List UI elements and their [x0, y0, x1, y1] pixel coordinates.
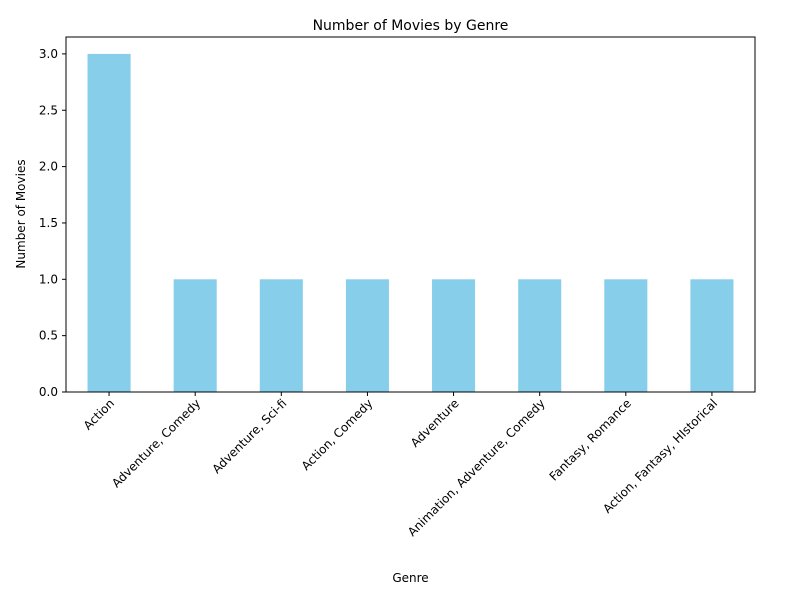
- bar: [432, 279, 476, 392]
- y-tick-label: 0.0: [39, 385, 58, 399]
- bar: [87, 53, 131, 393]
- y-tick-label: 2.5: [39, 103, 58, 117]
- chart-title: Number of Movies by Genre: [313, 18, 509, 34]
- bar: [604, 279, 648, 392]
- x-tick-label: Adventure, Comedy: [109, 396, 203, 490]
- y-tick-label: 3.0: [39, 47, 58, 61]
- y-tick-label: 1.0: [39, 272, 58, 286]
- y-tick-label: 1.5: [39, 216, 58, 230]
- x-tick-label: Action: [81, 396, 117, 432]
- x-tick-label: Animation, Adventure, Comedy: [405, 396, 548, 539]
- bar: [690, 279, 734, 392]
- y-tick-label: 0.5: [39, 329, 58, 343]
- x-tick-label: Fantasy, Romance: [547, 396, 634, 483]
- x-tick-label: Action, Comedy: [299, 396, 376, 473]
- x-axis-title: Genre: [392, 571, 428, 585]
- bar: [173, 279, 217, 392]
- bar: [518, 279, 562, 392]
- bar: [345, 279, 389, 392]
- bars-group: [87, 53, 734, 393]
- y-axis-title: Number of Movies: [14, 159, 28, 268]
- bar: [259, 279, 303, 392]
- y-tick-label: 2.0: [39, 160, 58, 174]
- x-tick-label: Adventure, Sci-fi: [209, 396, 289, 476]
- plot-frame: [65, 36, 756, 393]
- x-tick-label: Adventure: [408, 396, 462, 450]
- y-axis-ticks: 0.0 0.5 1.0 1.5 2.0 2.5 3.0: [39, 47, 66, 399]
